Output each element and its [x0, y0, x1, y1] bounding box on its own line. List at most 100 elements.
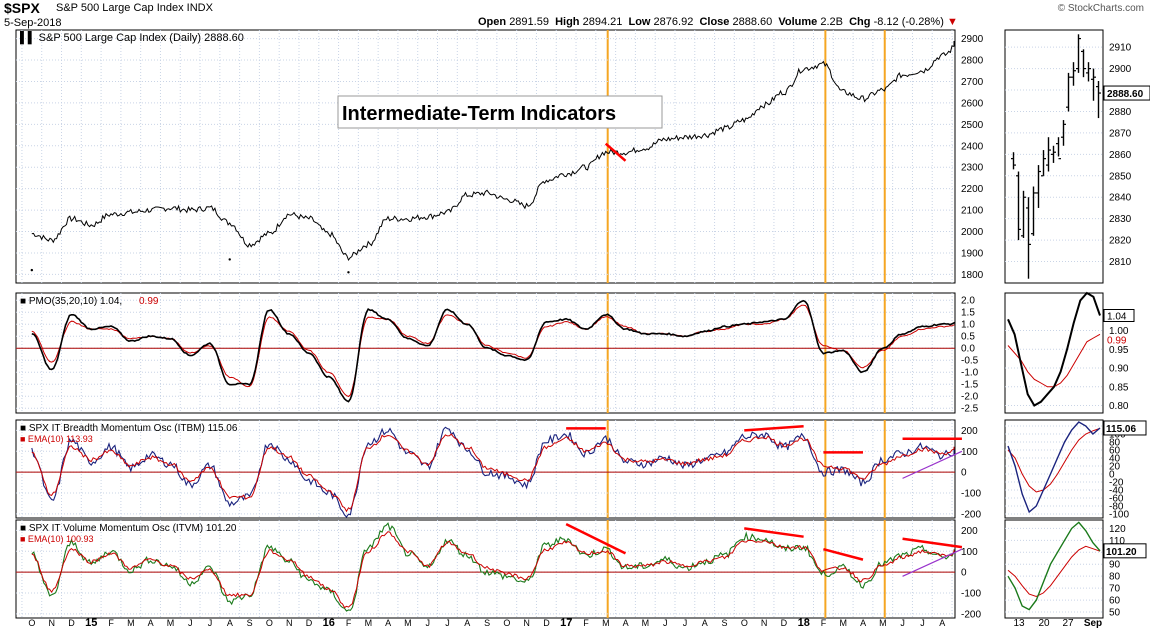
itvm-panel-title: ■ SPX IT Volume Momentum Osc (ITVM) 101.… [20, 523, 237, 534]
itvm-side-y-tick-label: 80 [1109, 572, 1121, 583]
x-tick-label: A [464, 618, 470, 628]
volume-label: Volume [778, 16, 818, 28]
itvm-side-ema-line [1007, 545, 1101, 598]
panel-itvm-frame [15, 519, 956, 619]
x-tick-label: J [208, 618, 213, 628]
pmo-side-y-tick-label: 0.90 [1109, 364, 1129, 375]
panel-pmo-side-frame [1004, 292, 1104, 414]
price-side-y-tick-label: 2850 [1109, 171, 1132, 182]
pmo-signal-line [31, 304, 955, 398]
down-arrow-icon: ▼ [946, 16, 958, 28]
x-tick-label: 16 [323, 617, 335, 629]
price-y-tick-label: 1900 [961, 248, 984, 259]
itbm-trendline [902, 450, 963, 479]
x-tick-label: M [602, 618, 610, 628]
x-tick-label: J [900, 618, 905, 628]
pmo-y-tick-label: -2.0 [961, 392, 979, 403]
x-tick-label: D [68, 618, 75, 628]
itvm-trendline [565, 523, 627, 555]
chg-value: -8.12 (-0.28%) [873, 16, 944, 28]
symbol-name: S&P 500 Large Cap Index INDX [56, 2, 213, 14]
itbm-side-y-tick-label: 0 [1109, 470, 1115, 481]
price-y-tick-label: 2100 [961, 206, 984, 217]
x-tick-label: D [543, 618, 550, 628]
itvm-y-tick-label: -200 [961, 609, 981, 620]
pmo-y-tick-label: 0.5 [961, 332, 975, 343]
x-tick-label: N [761, 618, 768, 628]
price-y-tick-label: 2300 [961, 163, 984, 174]
x-tick-label: J [445, 618, 450, 628]
x-tick-label: J [188, 618, 193, 628]
pmo-y-tick-label: 2.0 [961, 296, 975, 307]
symbol: $SPX [4, 0, 40, 16]
price-y-tick-label: 2500 [961, 120, 984, 131]
panel-itbm-side-frame [1004, 419, 1104, 519]
itvm-trendline [902, 548, 963, 577]
itbm-side-ema-line [1007, 427, 1101, 493]
x-tick-label: F [346, 618, 352, 628]
itvm-trendline [902, 537, 963, 549]
panel-itvm-side-frame [1004, 519, 1104, 619]
pmo-y-tick-label: -1.0 [961, 368, 979, 379]
price-trendline [604, 142, 627, 162]
itbm-side-y-tick-label: 40 [1109, 454, 1121, 465]
x-tick-label: M [127, 618, 135, 628]
x-tick-label: A [702, 618, 708, 628]
itvm-side-y-tick-label: 50 [1109, 608, 1121, 619]
pmo-line [31, 299, 955, 403]
panel-pmo-frame [15, 292, 956, 414]
x-tick-label: A [860, 618, 866, 628]
price-y-tick-label: 1800 [961, 270, 984, 281]
price-low-mark [228, 258, 231, 261]
price-y-tick-label: 2200 [961, 184, 984, 195]
price-side-y-tick-label: 2870 [1109, 128, 1132, 139]
copyright: © StockCharts.com [1057, 3, 1144, 14]
side-x-tick-label: 20 [1038, 618, 1050, 629]
itbm-y-tick-label: 0 [961, 468, 967, 479]
side-x-tick-label: 27 [1062, 618, 1074, 629]
price-y-tick-label: 2400 [961, 141, 984, 152]
panel-itbm-frame [15, 419, 956, 519]
itvm-side-y-tick-label: 70 [1109, 584, 1121, 595]
x-tick-label: M [365, 618, 373, 628]
x-tick-label: J [920, 618, 925, 628]
pmo-y-tick-label: 1.0 [961, 320, 975, 331]
x-tick-label: 15 [85, 617, 97, 629]
price-side-y-tick-label: 2820 [1109, 236, 1132, 247]
itbm-ema-legend: ■ EMA(10) 113.93 [20, 434, 93, 444]
annotation-box-label: Intermediate-Term Indicators [342, 103, 616, 125]
itbm-side-y-tick-label: 80 [1109, 438, 1121, 449]
x-tick-label: F [583, 618, 589, 628]
price-y-tick-label: 2700 [961, 77, 984, 88]
close-label: Close [699, 16, 730, 28]
itbm-y-tick-label: -200 [961, 509, 981, 520]
x-tick-label: O [266, 618, 273, 628]
price-panel-title: ▌▌ S&P 500 Large Cap Index (Daily) 2888.… [20, 30, 244, 45]
x-tick-label: M [879, 618, 887, 628]
itbm-y-tick-label: -100 [961, 488, 981, 499]
price-side-y-tick-label: 2810 [1109, 257, 1132, 268]
price-side-y-tick-label: 2910 [1109, 43, 1132, 54]
itbm-trendline [744, 425, 804, 432]
x-tick-label: O [741, 618, 748, 628]
itvm-ema-legend: ■ EMA(10) 100.93 [20, 534, 93, 544]
price-y-tick-label: 2000 [961, 227, 984, 238]
itbm-y-tick-label: 200 [961, 426, 978, 437]
price-side-y-tick-label: 2880 [1109, 107, 1132, 118]
itvm-side-y-tick-label: 110 [1109, 536, 1125, 547]
x-tick-label: D [306, 618, 313, 628]
itvm-side-y-tick-label: 90 [1109, 560, 1121, 571]
price-low-mark [347, 271, 350, 274]
itbm-side-y-tick-label: -100 [1109, 510, 1129, 521]
itbm-y-tick-label: 100 [961, 447, 978, 458]
chart-header: $SPX S&P 500 Large Cap Index INDX 5-Sep-… [0, 0, 1150, 30]
x-tick-label: A [623, 618, 629, 628]
x-tick-label: N [286, 618, 293, 628]
price-y-tick-label: 2900 [961, 34, 984, 45]
pmo-side-value-label: 1.04 [1107, 312, 1127, 323]
volume-value: 2.2B [820, 16, 843, 28]
price-y-tick-label: 2800 [961, 56, 984, 67]
itbm-side-y-tick-label: -20 [1109, 478, 1124, 489]
pmo-side-line [1007, 291, 1101, 407]
panel-price-frame [15, 29, 956, 284]
